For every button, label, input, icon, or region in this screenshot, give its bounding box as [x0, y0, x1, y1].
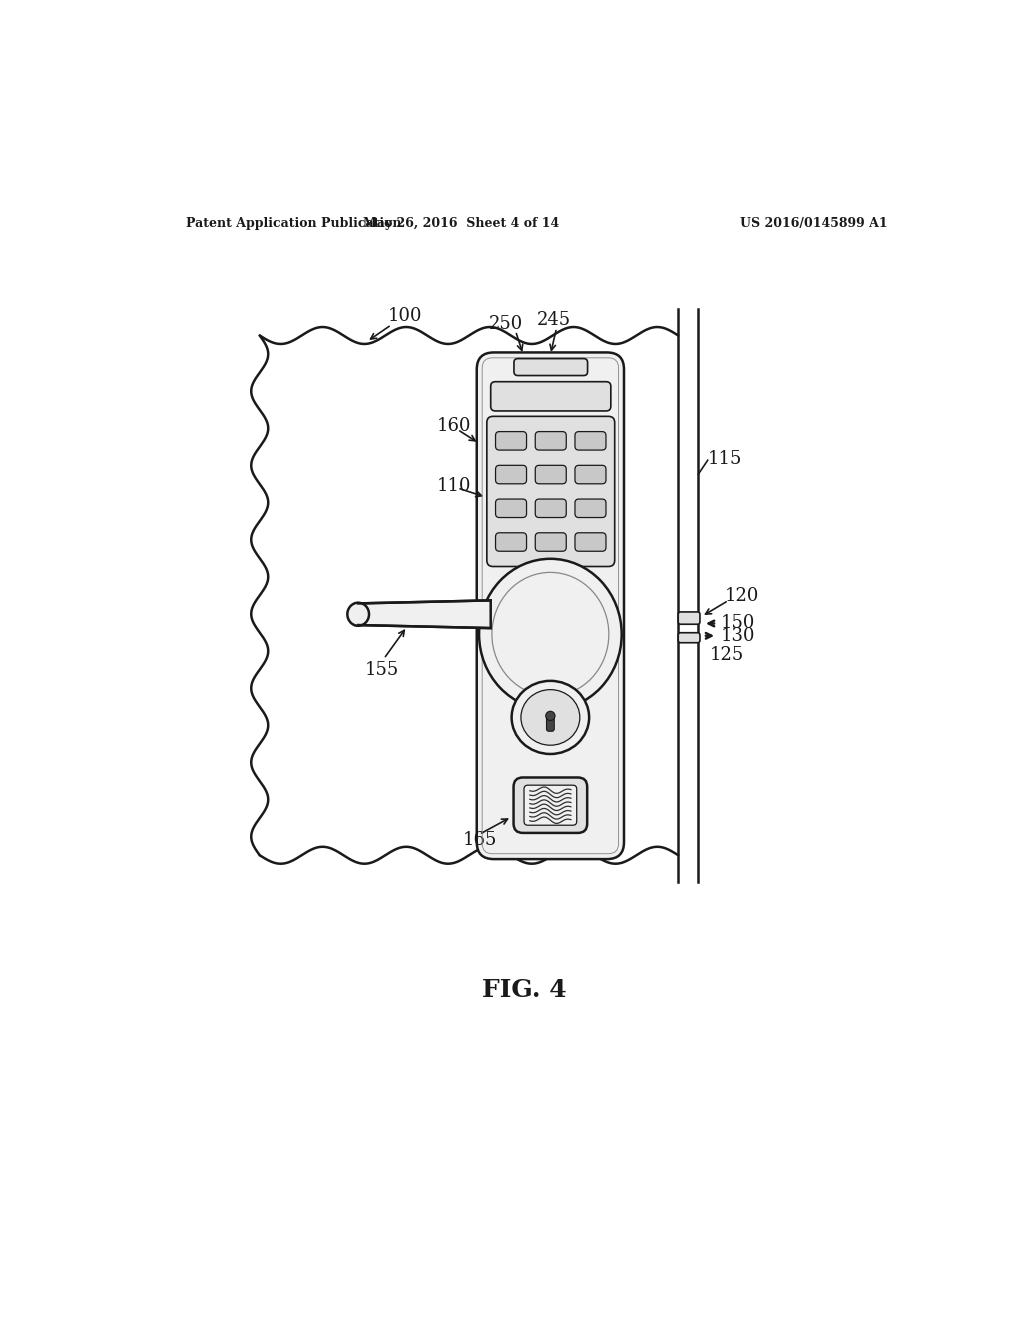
- FancyBboxPatch shape: [678, 612, 700, 624]
- FancyBboxPatch shape: [536, 533, 566, 552]
- FancyBboxPatch shape: [575, 533, 606, 552]
- Text: 125: 125: [710, 645, 743, 664]
- Ellipse shape: [479, 558, 622, 710]
- Text: 160: 160: [436, 417, 471, 436]
- FancyBboxPatch shape: [524, 785, 577, 825]
- FancyBboxPatch shape: [496, 533, 526, 552]
- Ellipse shape: [512, 681, 589, 754]
- Polygon shape: [355, 601, 490, 628]
- FancyBboxPatch shape: [490, 381, 611, 411]
- Text: US 2016/0145899 A1: US 2016/0145899 A1: [740, 218, 888, 231]
- FancyBboxPatch shape: [575, 466, 606, 484]
- Text: 130: 130: [721, 627, 756, 644]
- FancyBboxPatch shape: [575, 432, 606, 450]
- Text: 250: 250: [489, 315, 523, 333]
- Text: May 26, 2016  Sheet 4 of 14: May 26, 2016 Sheet 4 of 14: [364, 218, 559, 231]
- Ellipse shape: [347, 603, 369, 626]
- FancyBboxPatch shape: [536, 432, 566, 450]
- FancyBboxPatch shape: [496, 432, 526, 450]
- FancyBboxPatch shape: [575, 499, 606, 517]
- Text: 245: 245: [538, 312, 571, 329]
- FancyBboxPatch shape: [514, 777, 587, 833]
- FancyBboxPatch shape: [496, 499, 526, 517]
- FancyBboxPatch shape: [536, 499, 566, 517]
- FancyBboxPatch shape: [486, 416, 614, 566]
- Circle shape: [546, 711, 555, 721]
- FancyBboxPatch shape: [477, 352, 624, 859]
- Text: 110: 110: [436, 477, 471, 495]
- FancyBboxPatch shape: [547, 714, 554, 731]
- Text: 120: 120: [725, 587, 759, 605]
- FancyBboxPatch shape: [536, 466, 566, 484]
- Text: 165: 165: [463, 830, 498, 849]
- Text: 150: 150: [721, 614, 756, 632]
- Text: 155: 155: [365, 661, 398, 680]
- Text: FIG. 4: FIG. 4: [482, 978, 567, 1002]
- FancyBboxPatch shape: [514, 359, 588, 376]
- Text: Patent Application Publication: Patent Application Publication: [186, 218, 401, 231]
- FancyBboxPatch shape: [678, 632, 700, 643]
- Text: 100: 100: [388, 308, 422, 325]
- Polygon shape: [489, 599, 514, 630]
- FancyBboxPatch shape: [496, 466, 526, 484]
- Ellipse shape: [521, 689, 580, 746]
- Text: 115: 115: [708, 450, 742, 467]
